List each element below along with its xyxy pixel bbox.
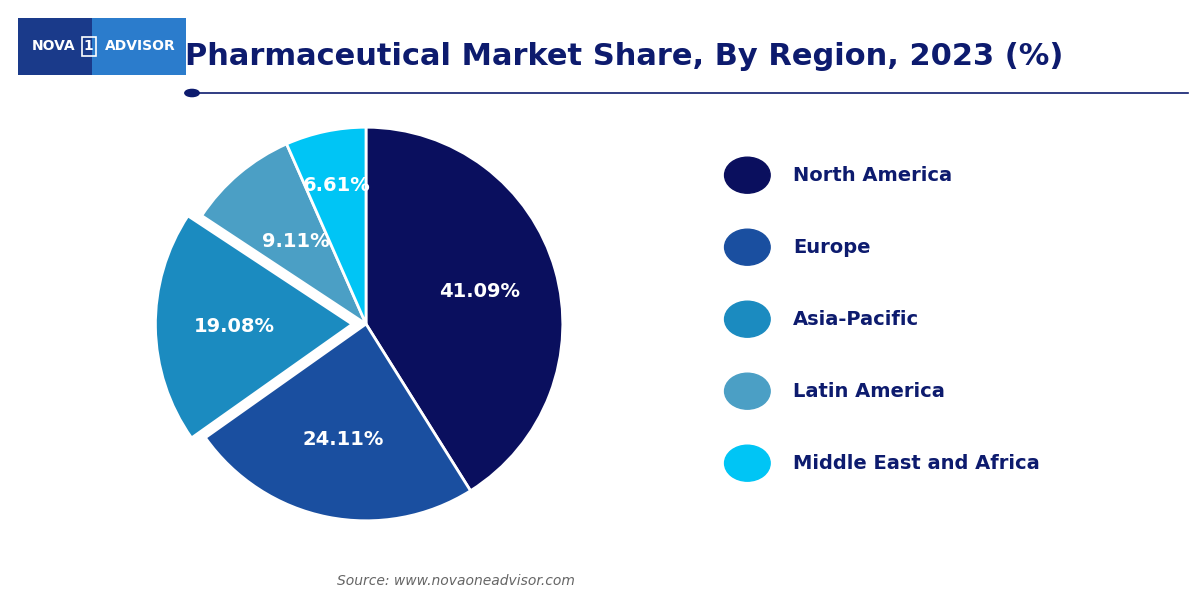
Text: 1: 1 xyxy=(84,40,94,53)
Wedge shape xyxy=(205,324,470,521)
Circle shape xyxy=(725,373,770,409)
Circle shape xyxy=(725,157,770,193)
Circle shape xyxy=(725,229,770,265)
Text: Asia-Pacific: Asia-Pacific xyxy=(793,310,919,329)
Bar xyxy=(92,18,186,75)
Text: Middle East and Africa: Middle East and Africa xyxy=(793,454,1039,473)
Wedge shape xyxy=(366,127,563,491)
Text: 41.09%: 41.09% xyxy=(439,282,520,301)
Bar xyxy=(18,18,92,75)
Text: Pharmaceutical Market Share, By Region, 2023 (%): Pharmaceutical Market Share, By Region, … xyxy=(185,42,1063,71)
Text: ADVISOR: ADVISOR xyxy=(106,40,176,53)
Text: 19.08%: 19.08% xyxy=(193,317,275,335)
Text: Europe: Europe xyxy=(793,238,870,257)
Text: North America: North America xyxy=(793,166,952,185)
Text: 9.11%: 9.11% xyxy=(263,232,330,251)
Text: 6.61%: 6.61% xyxy=(302,176,371,195)
Text: Source: www.novaoneadvisor.com: Source: www.novaoneadvisor.com xyxy=(337,574,575,588)
Text: NOVA: NOVA xyxy=(31,40,76,53)
Wedge shape xyxy=(202,144,366,324)
Text: 24.11%: 24.11% xyxy=(302,430,384,449)
Text: Latin America: Latin America xyxy=(793,382,944,401)
Wedge shape xyxy=(156,216,353,438)
Wedge shape xyxy=(287,127,366,324)
Circle shape xyxy=(725,301,770,337)
Circle shape xyxy=(725,445,770,481)
